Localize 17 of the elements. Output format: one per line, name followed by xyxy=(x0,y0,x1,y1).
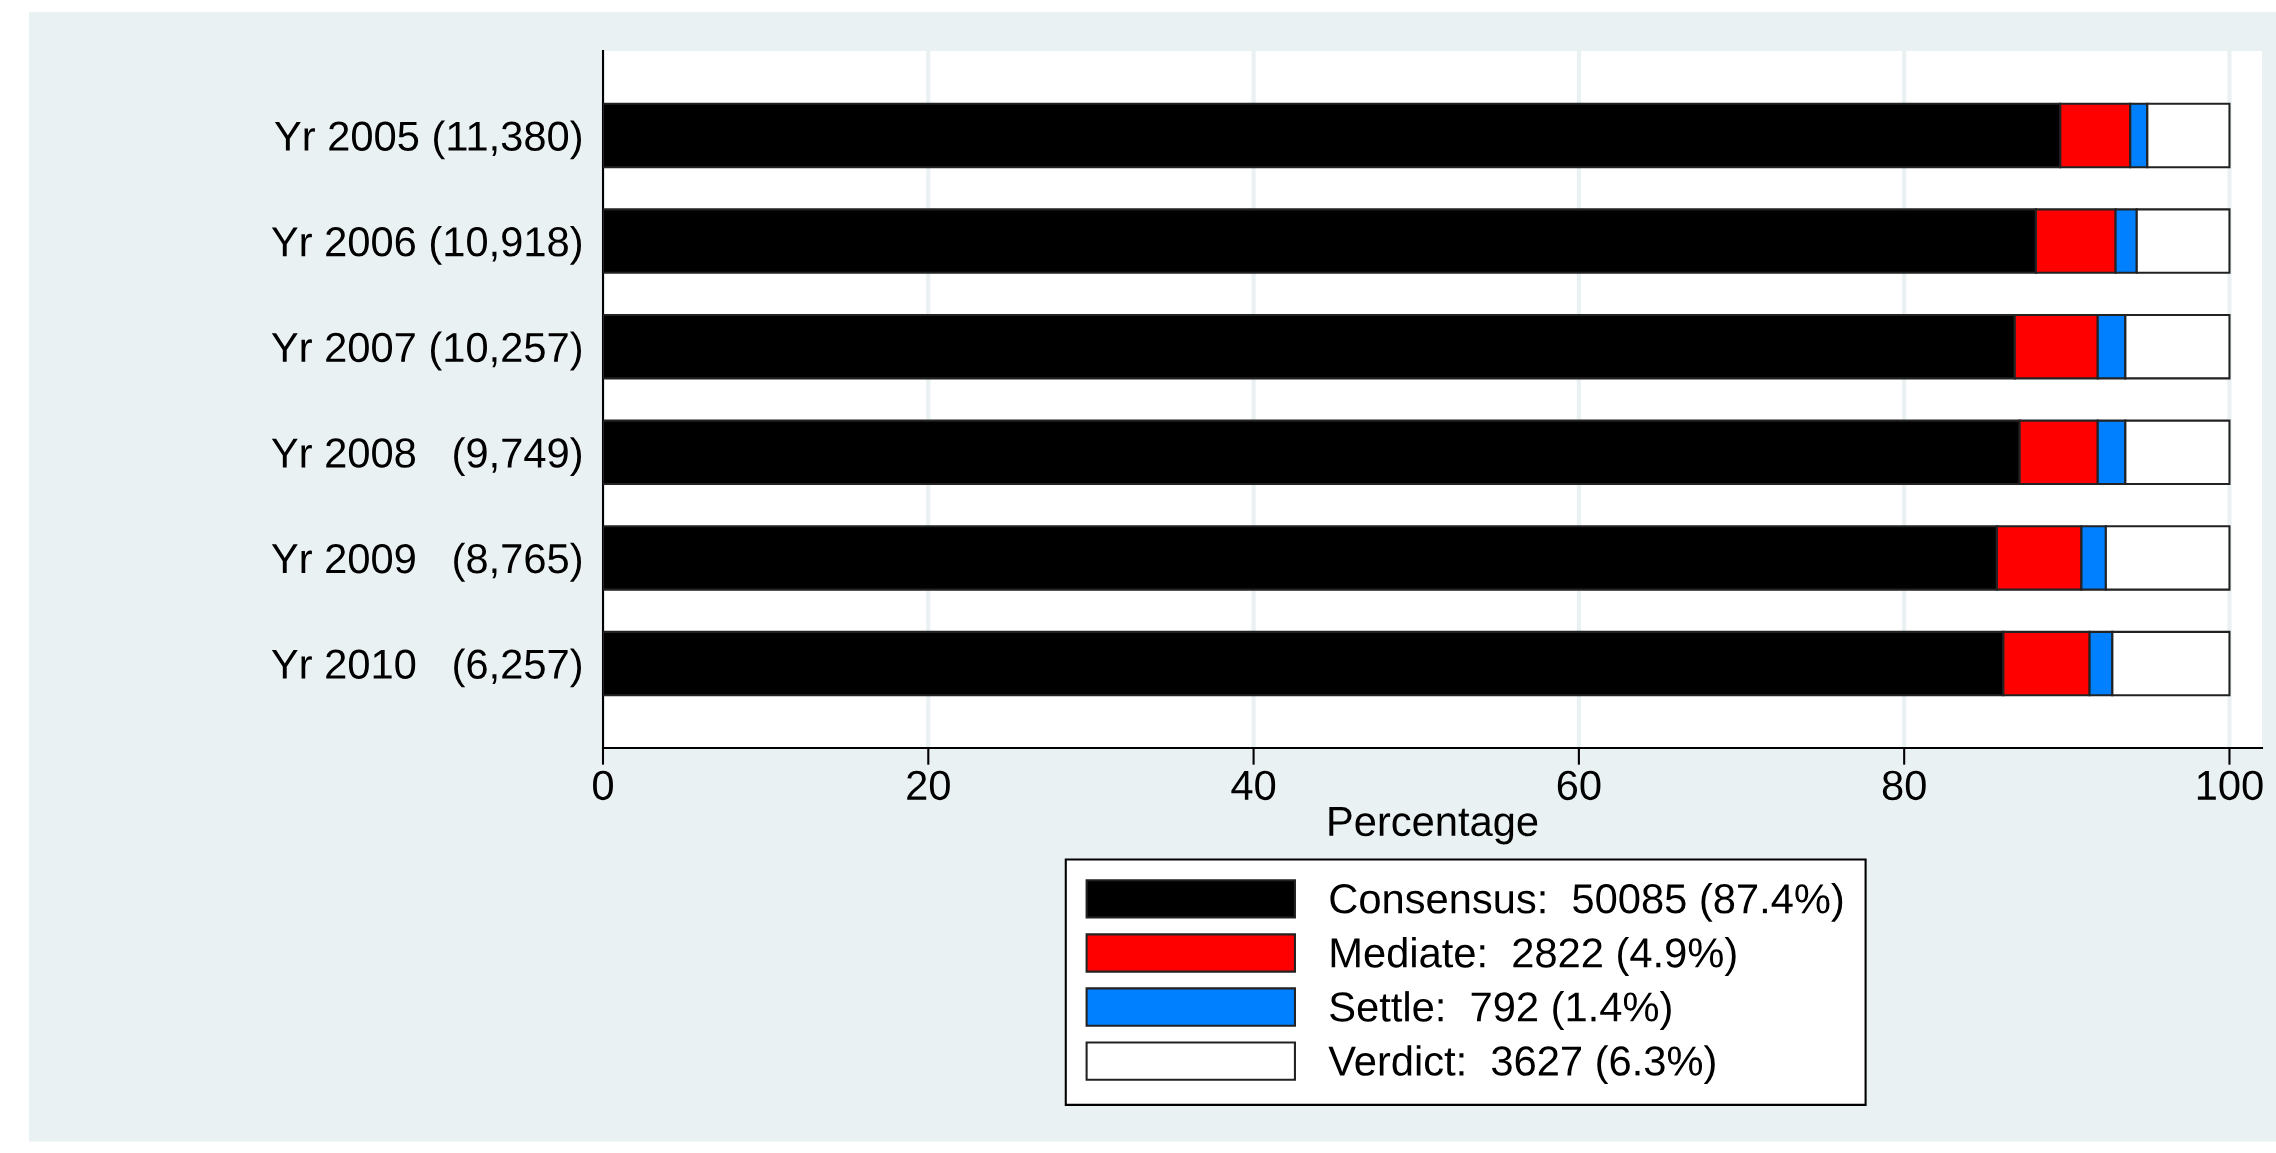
legend-label: Verdict: 3627 (6.3%) xyxy=(1328,1045,1715,1085)
x-tick-label: 0 xyxy=(593,770,613,801)
y-tick-label: Yr 2006 (10,918) xyxy=(271,225,581,265)
y-tick-label: Yr 2005 (11,380) xyxy=(274,120,581,160)
y-tick-label: Yr 2007 (10,257) xyxy=(271,331,581,371)
x-axis-title: Percentage xyxy=(1329,807,1538,845)
legend-label: Mediate: 2822 (4.9%) xyxy=(1331,937,1736,976)
y-tick-label: Yr 2008 (9,749) xyxy=(271,437,581,477)
x-tick-label: 20 xyxy=(907,770,950,801)
legend-label: Consensus: 50085 (87.4%) xyxy=(1330,883,1843,922)
x-tick-label: 80 xyxy=(1882,770,1926,801)
y-tick-label: Yr 2009 (8,765) xyxy=(271,542,581,582)
x-tick-label: 60 xyxy=(1557,770,1601,801)
x-tick-label: 100 xyxy=(2197,770,2263,801)
y-tick-label: Yr 2010 (6,257) xyxy=(271,648,581,688)
legend-label: Settle: 792 (1.4%) xyxy=(1330,991,1671,1030)
x-tick-label: 40 xyxy=(1231,770,1276,801)
